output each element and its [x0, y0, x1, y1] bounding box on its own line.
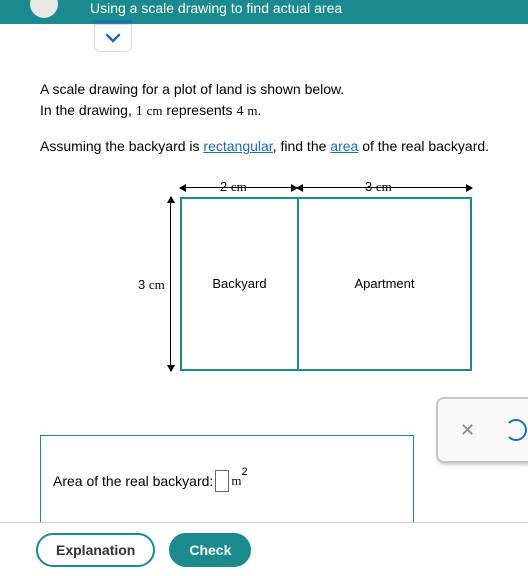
problem-line3: Assuming the backyard is rectangular, fi… — [40, 136, 528, 157]
explanation-button[interactable]: Explanation — [36, 533, 155, 567]
scale-diagram: 2 cm 3 cm 3 cm Backyard Apartment — [90, 175, 460, 385]
expand-underline — [94, 20, 132, 23]
rectangular-link[interactable]: rectangular — [203, 138, 272, 154]
chevron-down-icon — [105, 33, 121, 43]
left-dim: 3 cm — [138, 275, 165, 295]
backyard-region: Backyard — [182, 199, 299, 369]
header-icon-circle — [30, 0, 58, 18]
area-link[interactable]: area — [330, 138, 358, 154]
problem-line2: In the drawing, 1 cm represents 4 m. — [40, 100, 528, 122]
answer-box: Area of the real backyard: m2 — [40, 435, 414, 527]
top-dim-1: 2 cm — [220, 177, 247, 197]
plot-box: Backyard Apartment — [180, 197, 472, 371]
apartment-region: Apartment — [299, 199, 470, 369]
problem-line1: A scale drawing for a plot of land is sh… — [40, 79, 528, 100]
footer-bar: Explanation Check — [0, 522, 528, 576]
page-header: Using a scale drawing to find actual are… — [0, 0, 528, 24]
left-arrow — [170, 197, 171, 371]
answer-input[interactable] — [215, 470, 229, 492]
refresh-icon[interactable] — [505, 419, 527, 441]
expand-button[interactable] — [94, 24, 132, 52]
close-icon[interactable]: ✕ — [460, 420, 475, 441]
answer-exponent: 2 — [241, 464, 247, 481]
side-panel: ✕ — [436, 397, 528, 463]
check-button[interactable]: Check — [169, 533, 251, 567]
top-dim-2: 3 cm — [365, 177, 392, 197]
answer-unit: m — [231, 471, 241, 491]
problem-text: A scale drawing for a plot of land is sh… — [40, 79, 528, 157]
answer-label: Area of the real backyard: — [53, 471, 213, 492]
header-title: Using a scale drawing to find actual are… — [90, 0, 342, 16]
